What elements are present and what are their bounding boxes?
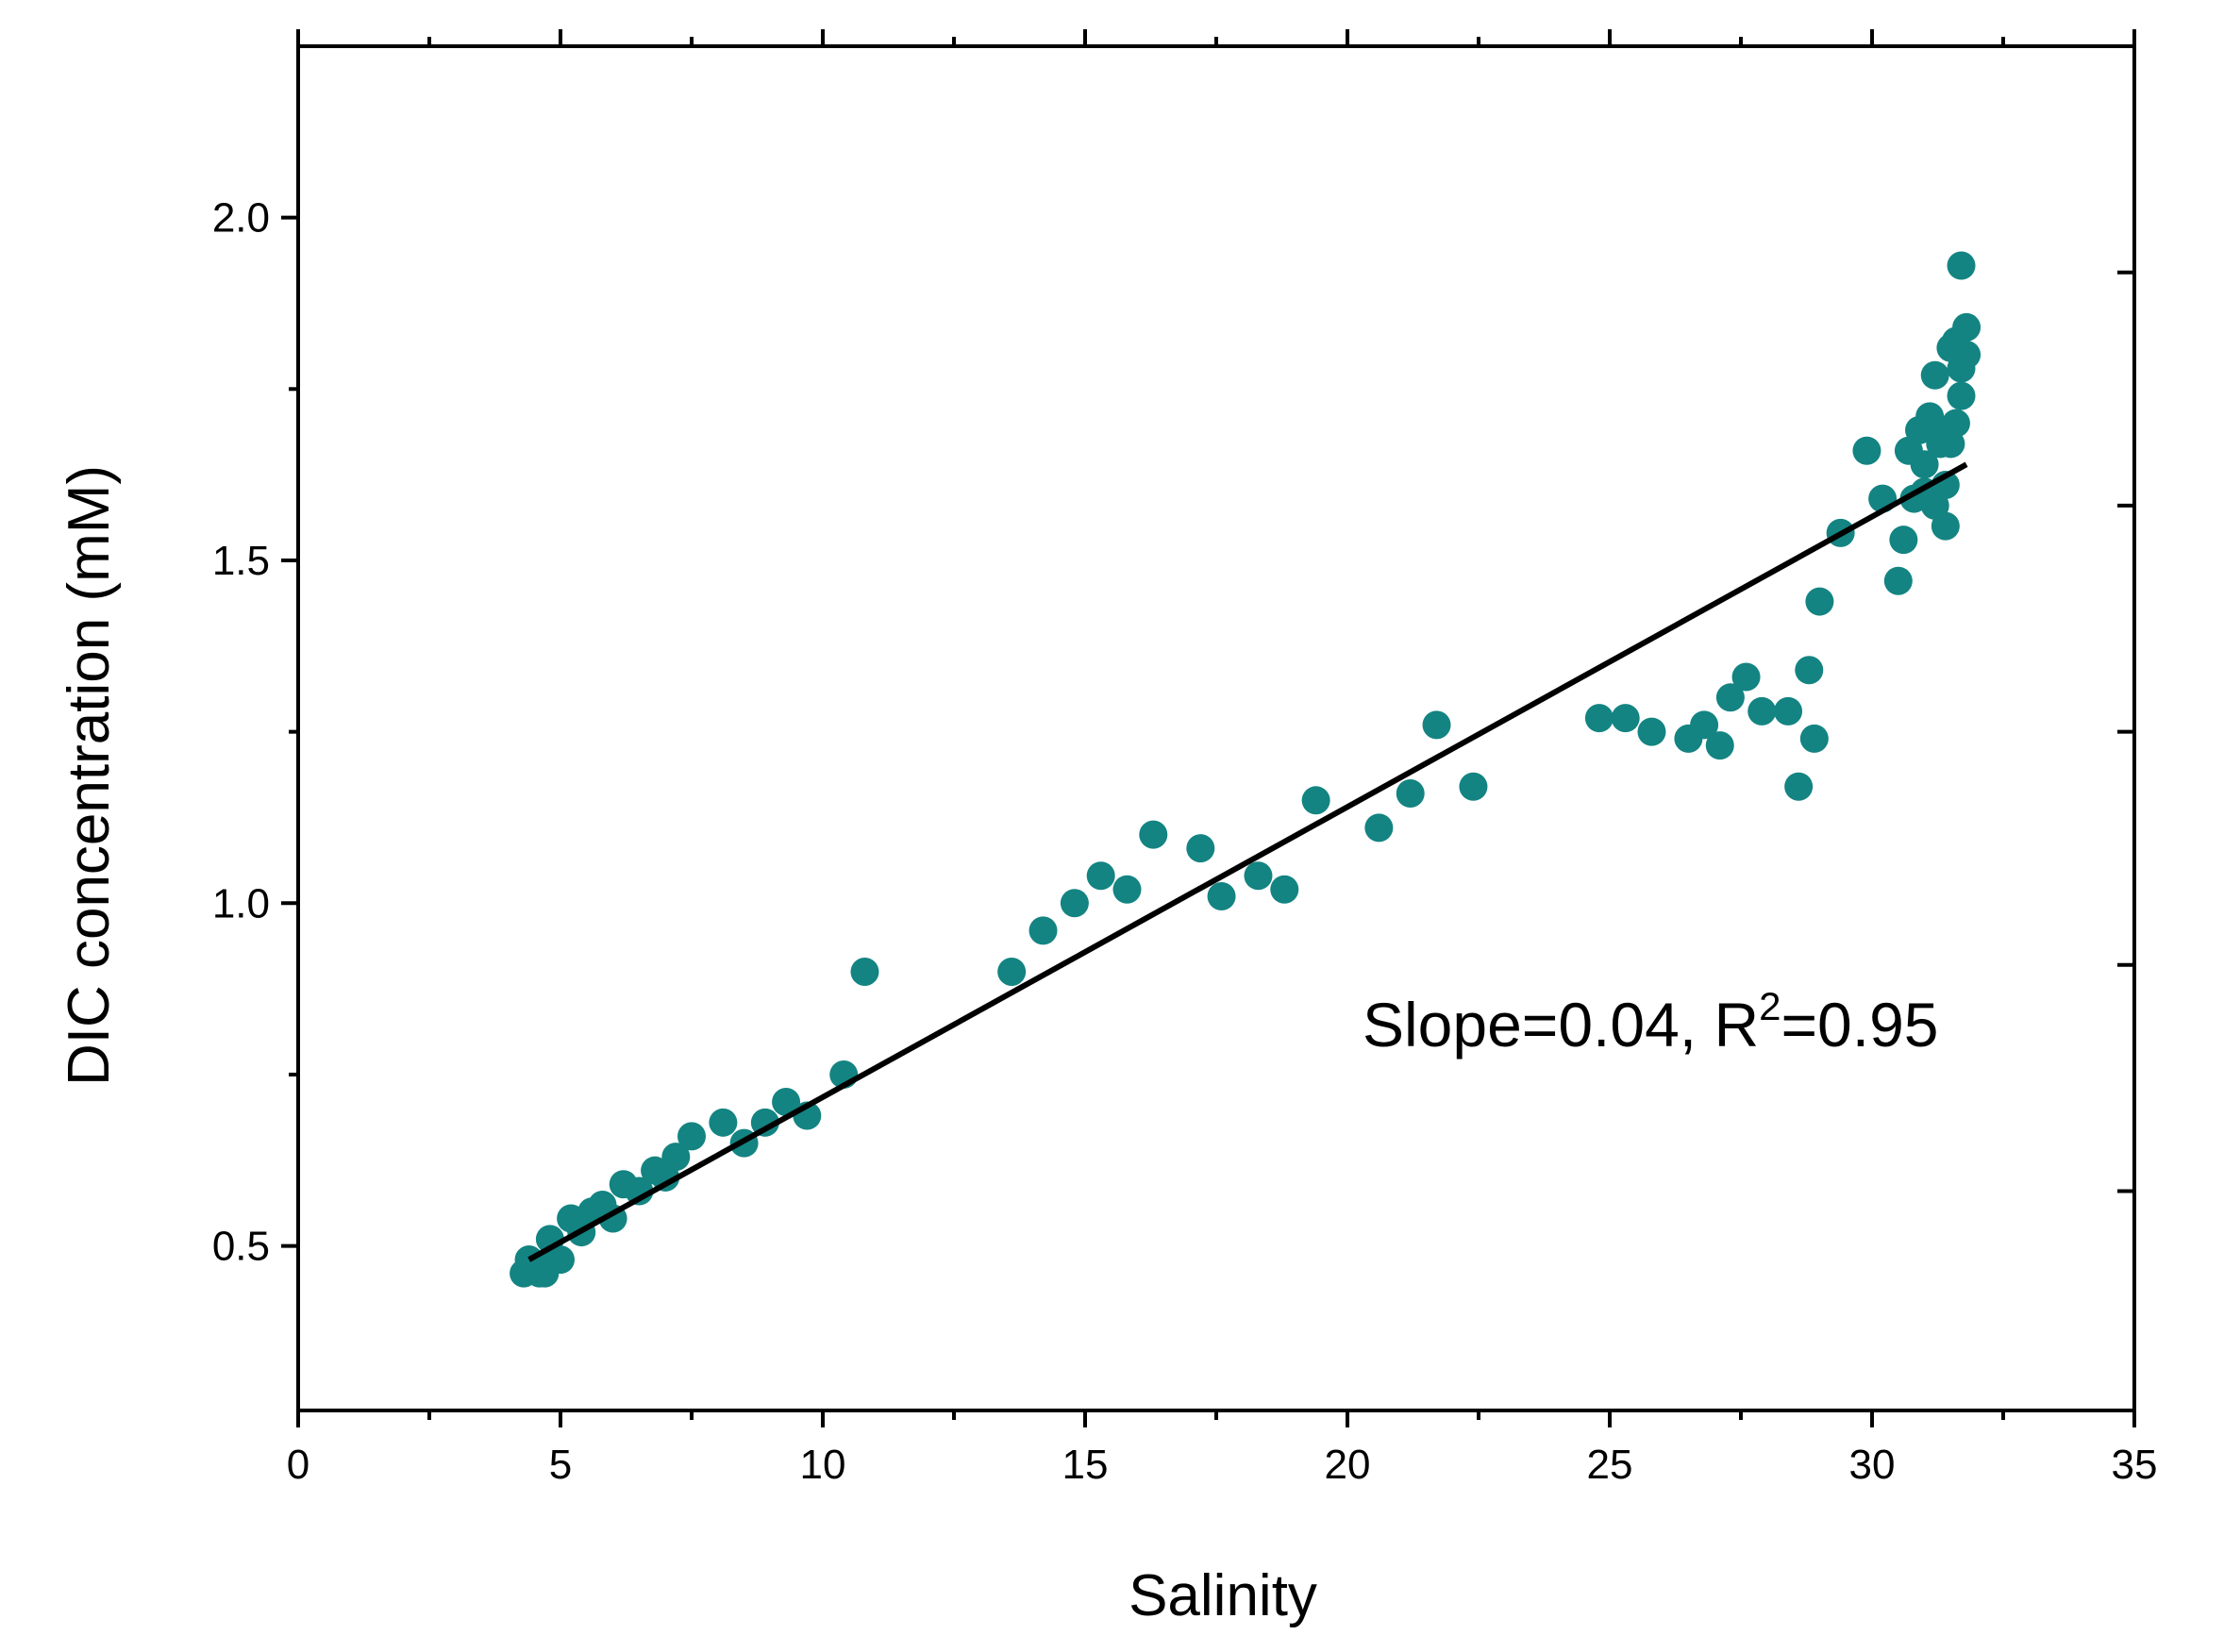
- data-point: [1774, 696, 1803, 726]
- y-tick-label: 2.0: [212, 195, 270, 242]
- data-point: [1459, 772, 1488, 801]
- fit-line-layer: [527, 461, 1968, 1262]
- x-axis-title: Salinity: [1129, 1563, 1317, 1628]
- data-point: [1947, 251, 1976, 280]
- axes: [281, 29, 2136, 1427]
- data-point: [1364, 813, 1394, 843]
- data-point: [1028, 916, 1058, 945]
- tick-labels: 0 5 10 15 20 25 30 35 0.5 1.0 1.5 2.0: [212, 195, 2158, 1488]
- data-point: [546, 1245, 575, 1275]
- y-tick-label: 1.5: [212, 538, 270, 584]
- x-tick-label: 15: [1062, 1442, 1109, 1488]
- data-point: [1139, 820, 1168, 849]
- data-point: [709, 1108, 738, 1137]
- data-point: [1952, 340, 1982, 369]
- x-tick-label: 30: [1849, 1442, 1896, 1488]
- data-point: [1584, 704, 1614, 733]
- data-point: [1396, 779, 1425, 809]
- data-point: [1920, 360, 1949, 390]
- y-tick-label: 1.0: [212, 880, 270, 926]
- data-point: [1244, 861, 1273, 891]
- data-point: [850, 957, 879, 986]
- data-point: [1112, 875, 1142, 904]
- x-tick-label: 0: [287, 1442, 309, 1488]
- data-point: [1422, 710, 1451, 740]
- data-point: [1060, 889, 1089, 918]
- data-point: [1637, 717, 1666, 746]
- data-point: [1611, 704, 1640, 733]
- data-point: [1207, 882, 1236, 911]
- data-point: [772, 1088, 801, 1117]
- annotation-suffix: =0.95: [1781, 990, 1939, 1060]
- data-point: [677, 1122, 706, 1151]
- data-point: [1952, 312, 1982, 342]
- data-point: [1715, 683, 1745, 712]
- data-point: [1931, 511, 1960, 541]
- data-point: [1086, 861, 1115, 891]
- data-point: [1301, 786, 1330, 815]
- data-point: [1747, 696, 1777, 726]
- data-point: [1795, 656, 1824, 685]
- data-point: [1947, 381, 1976, 410]
- fit-annotation: Slope=0.04, R2=0.95: [1363, 984, 1939, 1060]
- data-point: [1883, 566, 1913, 595]
- data-point: [625, 1176, 654, 1206]
- data-point: [1690, 710, 1719, 740]
- data-point: [1705, 731, 1734, 760]
- annotation-superscript: 2: [1759, 984, 1781, 1028]
- y-axis-title: DIC concentration (mM): [57, 465, 122, 1086]
- data-point: [1941, 409, 1970, 438]
- x-tick-label: 35: [2112, 1442, 2158, 1488]
- data-points: [510, 251, 1982, 1288]
- data-point: [997, 957, 1027, 986]
- data-point: [1186, 834, 1215, 863]
- data-point: [1731, 662, 1761, 692]
- x-tick-label: 20: [1325, 1442, 1371, 1488]
- annotation-prefix: Slope=0.04, R: [1363, 990, 1759, 1060]
- x-tick-label: 5: [549, 1442, 572, 1488]
- data-point: [1805, 587, 1834, 616]
- data-point: [1270, 875, 1299, 904]
- data-point: [1852, 436, 1881, 465]
- x-tick-label: 10: [800, 1442, 846, 1488]
- fit-line: [527, 461, 1968, 1262]
- y-tick-label: 0.5: [212, 1224, 270, 1270]
- data-point: [1910, 450, 1939, 479]
- data-point: [661, 1143, 691, 1172]
- data-point: [750, 1108, 779, 1137]
- x-tick-label: 25: [1587, 1442, 1633, 1488]
- data-point: [1889, 526, 1918, 555]
- data-point: [1784, 772, 1814, 801]
- data-point: [1799, 724, 1829, 753]
